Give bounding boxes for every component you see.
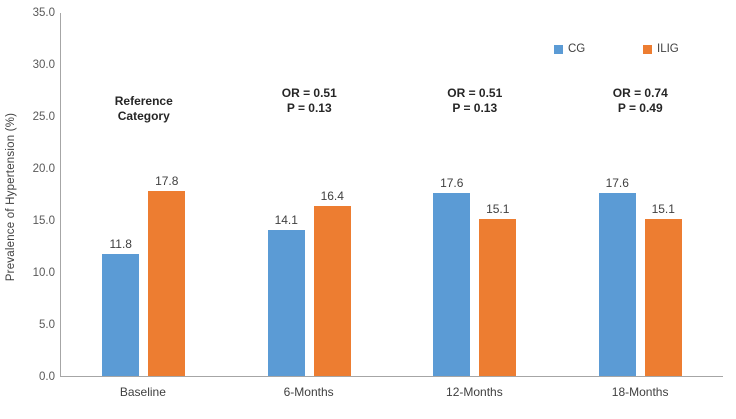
legend-swatch-ilig-icon (643, 44, 652, 54)
x-label-18-months: 18-Months (611, 385, 669, 399)
bar-value-label: 16.4 (320, 188, 344, 203)
y-tick-5: 5.0 (39, 319, 55, 331)
bar-cg-baseline: 11.8 (102, 237, 140, 376)
bar-group-18-months: OR = 0.74 P = 0.49 17.6 15.1 (558, 13, 724, 376)
annotation-line: OR = 0.74 (612, 86, 668, 100)
annotation-18-months: OR = 0.74 P = 0.49 (558, 86, 724, 116)
bar-value-label: 11.8 (109, 236, 132, 251)
plot-area: Reference Category 11.8 17.8 OR = 0.51 P… (60, 13, 723, 377)
annotation-line: Reference (114, 94, 173, 108)
annotation-12-months: OR = 0.51 P = 0.13 (392, 86, 558, 116)
y-tick-15: 15.0 (32, 215, 55, 227)
y-tick-20: 20.0 (32, 163, 55, 175)
bar-group-6-months: OR = 0.51 P = 0.13 14.1 16.4 (227, 13, 393, 376)
y-tick-0: 0.0 (39, 371, 55, 383)
annotation-line: OR = 0.51 (447, 86, 503, 100)
annotation-line: OR = 0.51 (281, 86, 337, 100)
legend-label-ilig: ILIG (657, 43, 679, 55)
y-tick-10: 10.0 (32, 267, 55, 279)
annotation-line: Category (117, 109, 170, 123)
legend-label-cg: CG (568, 43, 586, 55)
bar-value-label: 17.8 (155, 174, 179, 189)
annotation-line: P = 0.13 (452, 101, 498, 115)
bar-ilig-baseline: 17.8 (148, 174, 186, 376)
bar-group-baseline: Reference Category 11.8 17.8 (61, 13, 227, 376)
bar-cg-6-months: 14.1 (267, 213, 305, 376)
annotation-line: P = 0.13 (286, 101, 332, 115)
y-tick-30: 30.0 (32, 59, 55, 71)
bar-group-12-months: OR = 0.51 P = 0.13 17.6 15.1 (392, 13, 558, 376)
x-label-baseline: Baseline (119, 385, 166, 399)
bar-value-label: 14.1 (274, 212, 298, 227)
bar-value-label: 15.1 (486, 202, 510, 217)
bar-value-label: 17.6 (605, 176, 629, 191)
x-label-6-months: 6-Months (283, 385, 334, 399)
bar-ilig-12-months: 15.1 (479, 202, 517, 376)
y-tick-35: 35.0 (32, 7, 55, 19)
bar-cg-12-months: 17.6 (433, 176, 471, 376)
legend-item-ilig: ILIG (643, 43, 679, 55)
bar-cg-18-months: 17.6 (598, 176, 636, 376)
x-axis-labels: Baseline 6-Months 12-Months 18-Months (60, 385, 723, 399)
x-label-12-months: 12-Months (446, 385, 503, 399)
bar-ilig-18-months: 15.1 (644, 202, 682, 376)
annotation-6-months: OR = 0.51 P = 0.13 (227, 86, 393, 116)
annotation-line: P = 0.49 (617, 101, 663, 115)
bar-value-label: 17.6 (440, 176, 464, 191)
annotation-baseline: Reference Category (61, 94, 227, 124)
bar-ilig-6-months: 16.4 (313, 189, 351, 376)
legend-item-cg: CG (554, 43, 585, 55)
legend-swatch-cg-icon (554, 44, 563, 54)
y-tick-25: 25.0 (32, 111, 55, 123)
bar-value-label: 15.1 (651, 202, 675, 217)
